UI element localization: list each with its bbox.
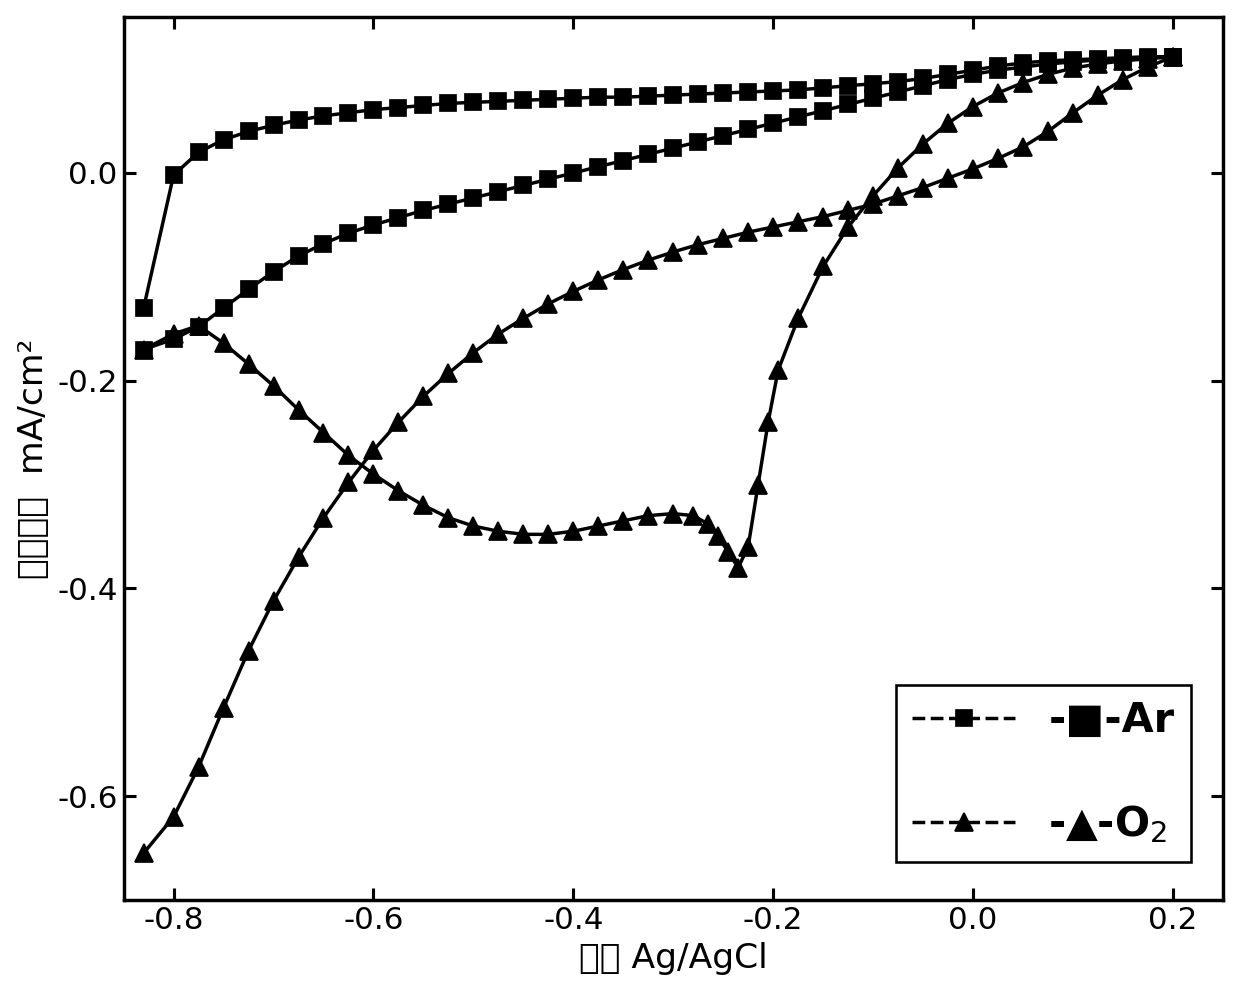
O2 xyxy=(941,173,956,185)
Legend: -■-Ar, -▲-O$_2$: -■-Ar, -▲-O$_2$ xyxy=(895,684,1192,861)
O2 xyxy=(715,232,730,244)
O2 xyxy=(1090,89,1105,101)
O2 xyxy=(466,346,481,358)
O2 xyxy=(841,204,856,216)
O2 xyxy=(915,182,930,193)
O2 xyxy=(740,226,755,238)
Ar xyxy=(816,82,831,94)
O2 xyxy=(516,312,531,324)
Ar xyxy=(991,61,1006,72)
O2 xyxy=(441,367,456,379)
O2 xyxy=(136,847,151,859)
Ar xyxy=(966,64,981,76)
Ar xyxy=(866,77,880,89)
Ar xyxy=(191,146,206,158)
O2 xyxy=(316,512,331,524)
O2 xyxy=(616,264,631,276)
O2 xyxy=(991,153,1006,165)
Ar xyxy=(136,302,151,313)
Ar xyxy=(166,169,181,181)
Ar xyxy=(241,126,255,138)
Line: Ar: Ar xyxy=(136,49,1180,315)
Y-axis label: 电流密度  mA/cm²: 电流密度 mA/cm² xyxy=(17,338,51,578)
Ar xyxy=(1166,51,1180,62)
Line: O2: O2 xyxy=(135,48,1182,862)
Ar xyxy=(740,86,755,98)
Ar xyxy=(590,91,605,103)
O2 xyxy=(565,286,580,298)
Ar xyxy=(1116,52,1131,63)
Ar xyxy=(1016,57,1030,68)
O2 xyxy=(1040,126,1055,138)
Ar xyxy=(1065,54,1080,65)
Ar xyxy=(1141,51,1156,62)
Ar xyxy=(267,119,281,131)
O2 xyxy=(415,390,430,402)
Ar xyxy=(715,87,730,99)
O2 xyxy=(1116,73,1131,85)
O2 xyxy=(541,298,556,310)
O2 xyxy=(1166,51,1180,62)
O2 xyxy=(241,645,255,657)
O2 xyxy=(791,216,806,228)
Ar xyxy=(691,88,706,100)
Ar xyxy=(1040,55,1055,66)
Ar xyxy=(491,95,506,107)
Ar xyxy=(666,89,681,101)
O2 xyxy=(291,552,306,563)
Ar xyxy=(366,104,381,116)
O2 xyxy=(691,239,706,251)
Ar xyxy=(541,93,556,105)
O2 xyxy=(1141,62,1156,73)
O2 xyxy=(1065,107,1080,119)
O2 xyxy=(391,417,405,429)
Ar xyxy=(391,101,405,113)
O2 xyxy=(341,476,356,488)
Ar xyxy=(291,114,306,126)
Ar xyxy=(565,92,580,104)
O2 xyxy=(765,221,780,233)
Ar xyxy=(641,90,656,102)
Ar xyxy=(791,84,806,96)
Ar xyxy=(915,72,930,84)
O2 xyxy=(590,274,605,286)
O2 xyxy=(816,210,831,222)
O2 xyxy=(1016,141,1030,153)
Ar xyxy=(316,110,331,122)
O2 xyxy=(641,254,656,266)
O2 xyxy=(267,595,281,607)
Ar xyxy=(516,94,531,106)
Ar xyxy=(441,97,456,109)
O2 xyxy=(966,163,981,175)
Ar xyxy=(616,91,631,103)
Ar xyxy=(415,99,430,111)
O2 xyxy=(890,189,905,201)
O2 xyxy=(866,198,880,210)
O2 xyxy=(491,328,506,340)
Ar xyxy=(216,134,231,146)
Ar xyxy=(765,85,780,97)
O2 xyxy=(166,810,181,822)
O2 xyxy=(191,761,206,773)
Ar xyxy=(841,79,856,91)
O2 xyxy=(216,701,231,713)
Ar xyxy=(890,75,905,87)
X-axis label: 电势 Ag/AgCl: 电势 Ag/AgCl xyxy=(579,941,768,975)
Ar xyxy=(466,96,481,108)
Ar xyxy=(341,107,356,119)
O2 xyxy=(666,246,681,258)
O2 xyxy=(366,444,381,456)
Ar xyxy=(941,68,956,80)
Ar xyxy=(1090,53,1105,64)
